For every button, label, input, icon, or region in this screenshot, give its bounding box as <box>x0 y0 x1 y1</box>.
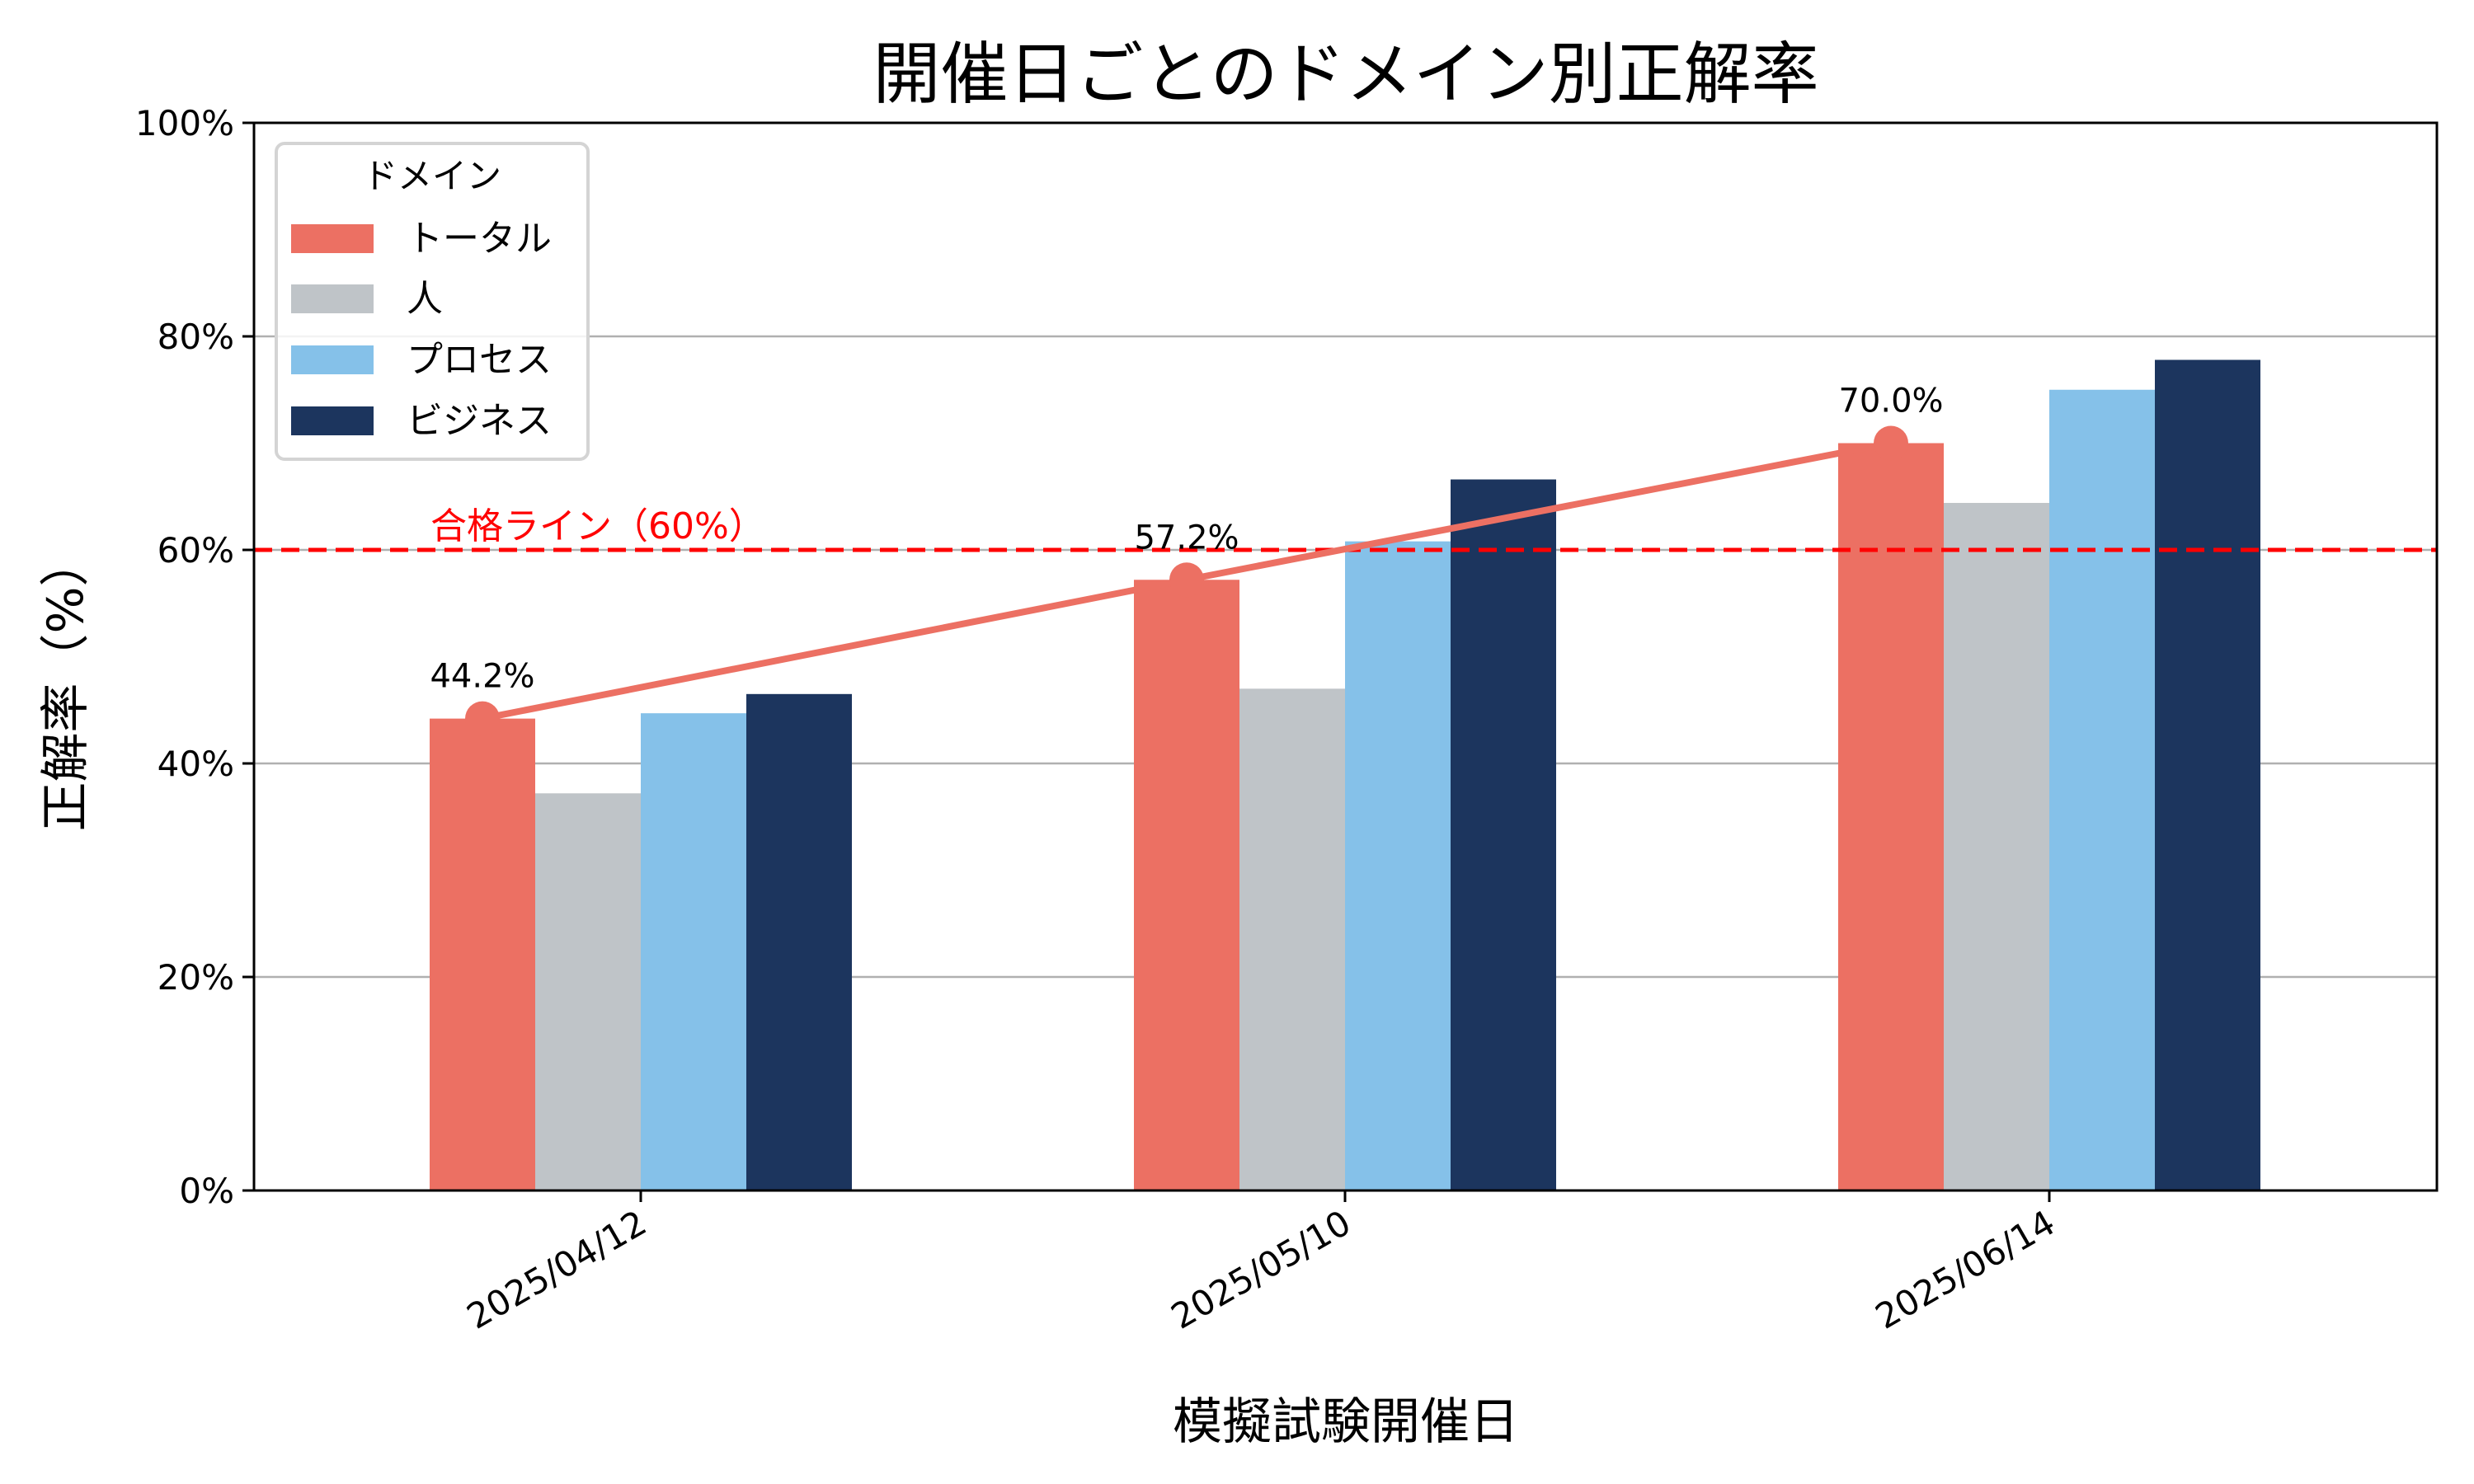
bar-1-1 <box>1239 688 1345 1190</box>
trend-marker-0 <box>465 701 500 736</box>
legend-label-3: ビジネス <box>407 400 552 442</box>
legend-box <box>275 142 590 461</box>
bar-2-3 <box>2155 359 2260 1190</box>
bars <box>430 359 2260 1190</box>
y-tick-label-60: 60% <box>158 530 234 571</box>
legend-label-0: トータル <box>407 218 552 260</box>
reference-line-label: 合格ライン（60%） <box>430 505 765 547</box>
legend-swatch-2 <box>291 345 374 374</box>
y-tick-label-40: 40% <box>158 744 234 784</box>
bar-0-2 <box>641 713 746 1190</box>
data-label-1: 57.2% <box>1134 519 1239 556</box>
y-axis-label: 正解率（%） <box>37 537 95 831</box>
chart-title: 開催日ごとのドメイン別正解率 <box>872 35 1818 114</box>
bar-2-0 <box>1838 443 1944 1190</box>
bar-0-0 <box>430 718 535 1190</box>
bar-2-2 <box>2049 389 2155 1190</box>
y-tick-label-0: 0% <box>179 1171 234 1211</box>
x-axis-label: 模擬試験開催日 <box>1173 1393 1519 1451</box>
bar-0-1 <box>535 793 641 1190</box>
legend-label-2: プロセス <box>407 339 552 381</box>
y-tick-label-80: 80% <box>158 317 234 357</box>
data-label-2: 70.0% <box>1838 383 1943 420</box>
bar-1-0 <box>1134 580 1239 1190</box>
legend-swatch-3 <box>291 406 374 435</box>
bar-0-3 <box>746 693 852 1190</box>
y-tick-label-20: 20% <box>158 957 234 998</box>
legend-swatch-1 <box>291 284 374 313</box>
bar-2-1 <box>1944 503 2049 1190</box>
legend-swatch-0 <box>291 224 374 253</box>
trend-line-group: 44.2% 57.2% 70.0% <box>430 383 1944 736</box>
legend-title: ドメイン <box>363 156 501 196</box>
y-tick-label-100: 100% <box>135 103 234 143</box>
data-label-0: 44.2% <box>430 658 534 696</box>
bar-1-2 <box>1345 541 1451 1190</box>
bar-1-3 <box>1451 479 1556 1190</box>
trend-marker-2 <box>1874 425 1908 461</box>
trend-marker-1 <box>1169 562 1204 598</box>
legend-label-1: 人 <box>407 278 443 320</box>
